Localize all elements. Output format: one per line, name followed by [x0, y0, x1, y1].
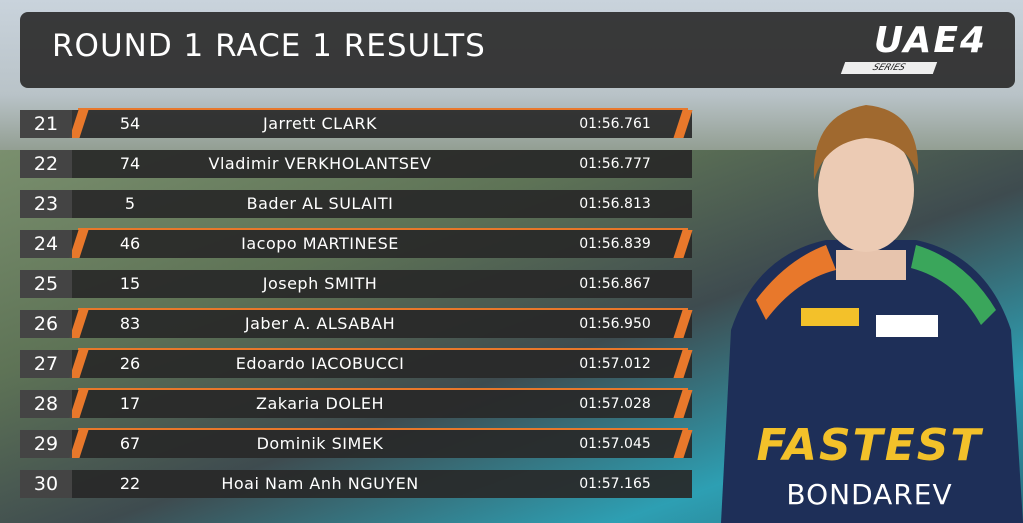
accent-line — [78, 348, 688, 350]
lap-time: 01:56.777 — [579, 156, 651, 172]
result-row: 27 26 Edoardo IACOBUCCI 01:57.012 — [20, 348, 693, 378]
result-row: 28 17 Zakaria DOLEH 01:57.028 — [20, 388, 693, 418]
car-number: 54 — [119, 114, 141, 133]
result-row: 29 67 Dominik SIMEK 01:57.045 — [20, 428, 693, 458]
driver-name: Jarrett CLARK — [262, 114, 378, 133]
result-row: 24 46 Iacopo MARTINESE 01:56.839 — [20, 228, 693, 258]
lap-time: 01:57.028 — [579, 396, 651, 412]
result-row: 26 83 Jaber A. ALSABAH 01:56.950 — [20, 308, 693, 338]
car-number: 17 — [119, 394, 141, 413]
lap-time: 01:56.867 — [579, 276, 651, 292]
car-number: 26 — [119, 354, 141, 373]
position: 28 — [20, 390, 72, 418]
result-row: 23 5 Bader AL SULAITI 01:56.813 — [20, 190, 692, 218]
header-bar: ROUND 1 RACE 1 RESULTS UAE4 SERIES — [20, 12, 1015, 88]
lap-time: 01:57.012 — [579, 356, 651, 372]
position: 21 — [20, 110, 72, 138]
accent-left — [69, 110, 89, 138]
accent-line — [78, 308, 688, 310]
accent-right — [673, 110, 693, 138]
driver-name: Dominik SIMEK — [256, 434, 384, 453]
fastest-label: FASTEST — [756, 420, 983, 471]
result-row: 25 15 Joseph SMITH 01:56.867 — [20, 270, 692, 298]
accent-left — [69, 230, 89, 258]
position: 26 — [20, 310, 72, 338]
position: 25 — [20, 270, 72, 298]
car-number: 74 — [119, 154, 141, 173]
result-row: 21 54 Jarrett CLARK 01:56.761 — [20, 108, 693, 138]
driver-name: Edoardo IACOBUCCI — [235, 354, 405, 373]
lap-time: 01:56.761 — [579, 116, 651, 132]
position: 22 — [20, 150, 72, 178]
fastest-driver: BONDAREV — [786, 478, 953, 511]
title: ROUND 1 RACE 1 RESULTS — [52, 28, 486, 64]
driver-name: Bader AL SULAITI — [246, 194, 394, 213]
accent-line — [78, 108, 688, 110]
accent-right — [673, 390, 693, 418]
car-number: 22 — [119, 474, 141, 493]
car-number: 15 — [119, 274, 141, 293]
accent-left — [69, 430, 89, 458]
position: 27 — [20, 350, 72, 378]
lap-time: 01:57.045 — [579, 436, 651, 452]
accent-right — [673, 430, 693, 458]
position: 24 — [20, 230, 72, 258]
driver-name: Iacopo MARTINESE — [241, 234, 399, 253]
car-number: 67 — [119, 434, 141, 453]
driver-name: Joseph SMITH — [262, 274, 378, 293]
accent-line — [78, 428, 688, 430]
lap-time: 01:56.950 — [579, 316, 651, 332]
result-row: 30 22 Hoai Nam Anh NGUYEN 01:57.165 — [20, 470, 692, 498]
driver-name: Hoai Nam Anh NGUYEN — [221, 474, 419, 493]
accent-right — [673, 350, 693, 378]
position: 23 — [20, 190, 72, 218]
accent-right — [673, 230, 693, 258]
driver-photo — [721, 105, 1023, 523]
accent-left — [69, 390, 89, 418]
lap-time: 01:57.165 — [579, 476, 651, 492]
driver-name: Zakaria DOLEH — [256, 394, 384, 413]
position: 29 — [20, 430, 72, 458]
position: 30 — [20, 470, 72, 498]
driver-name: Vladimir VERKHOLANTSEV — [208, 154, 432, 173]
logo: UAE4 — [873, 20, 987, 61]
car-number: 46 — [119, 234, 141, 253]
accent-line — [78, 228, 688, 230]
accent-left — [69, 310, 89, 338]
car-number: 5 — [124, 194, 136, 213]
accent-left — [69, 350, 89, 378]
lap-time: 01:56.813 — [579, 196, 651, 212]
accent-right — [673, 310, 693, 338]
driver-name: Jaber A. ALSABAH — [244, 314, 396, 333]
car-number: 83 — [119, 314, 141, 333]
accent-line — [78, 388, 688, 390]
result-row: 22 74 Vladimir VERKHOLANTSEV 01:56.777 — [20, 150, 692, 178]
lap-time: 01:56.839 — [579, 236, 651, 252]
logo-subtitle: SERIES — [841, 62, 938, 74]
